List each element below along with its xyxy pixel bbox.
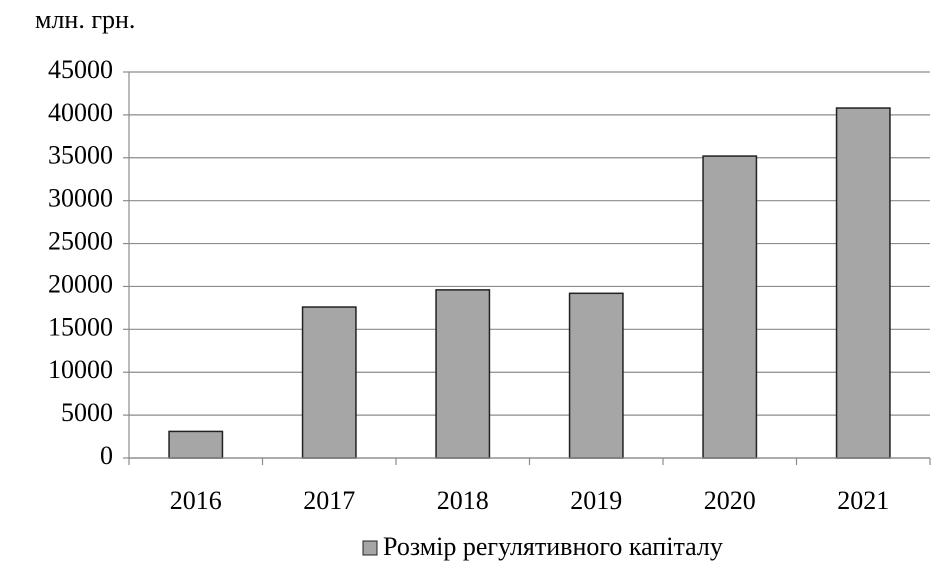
x-tick-label: 2019 [570, 486, 622, 515]
bar [168, 430, 224, 459]
x-tick-label: 2017 [303, 486, 355, 515]
x-tick-label: 2018 [437, 486, 489, 515]
y-tick-label: 20000 [48, 269, 113, 298]
bar [835, 107, 891, 459]
y-tick-label: 0 [100, 441, 113, 470]
bar [702, 155, 758, 459]
bar [435, 289, 491, 459]
y-unit-label: млн. грн. [35, 5, 135, 34]
legend-label: Розмір регулятивного капіталу [383, 532, 723, 561]
y-tick-label: 25000 [48, 227, 113, 256]
x-tick-label: 2016 [170, 486, 222, 515]
y-tick-label: 10000 [48, 355, 113, 384]
y-tick-label: 30000 [48, 184, 113, 213]
legend-swatch [362, 540, 378, 556]
bar [301, 306, 357, 459]
x-tick-label: 2021 [837, 486, 889, 515]
y-tick-label: 40000 [48, 98, 113, 127]
bar [568, 292, 624, 459]
y-tick-label: 45000 [48, 55, 113, 84]
y-tick-label: 5000 [61, 398, 113, 427]
y-tick-label: 35000 [48, 141, 113, 170]
x-tick-label: 2020 [704, 486, 756, 515]
y-tick-label: 15000 [48, 312, 113, 341]
